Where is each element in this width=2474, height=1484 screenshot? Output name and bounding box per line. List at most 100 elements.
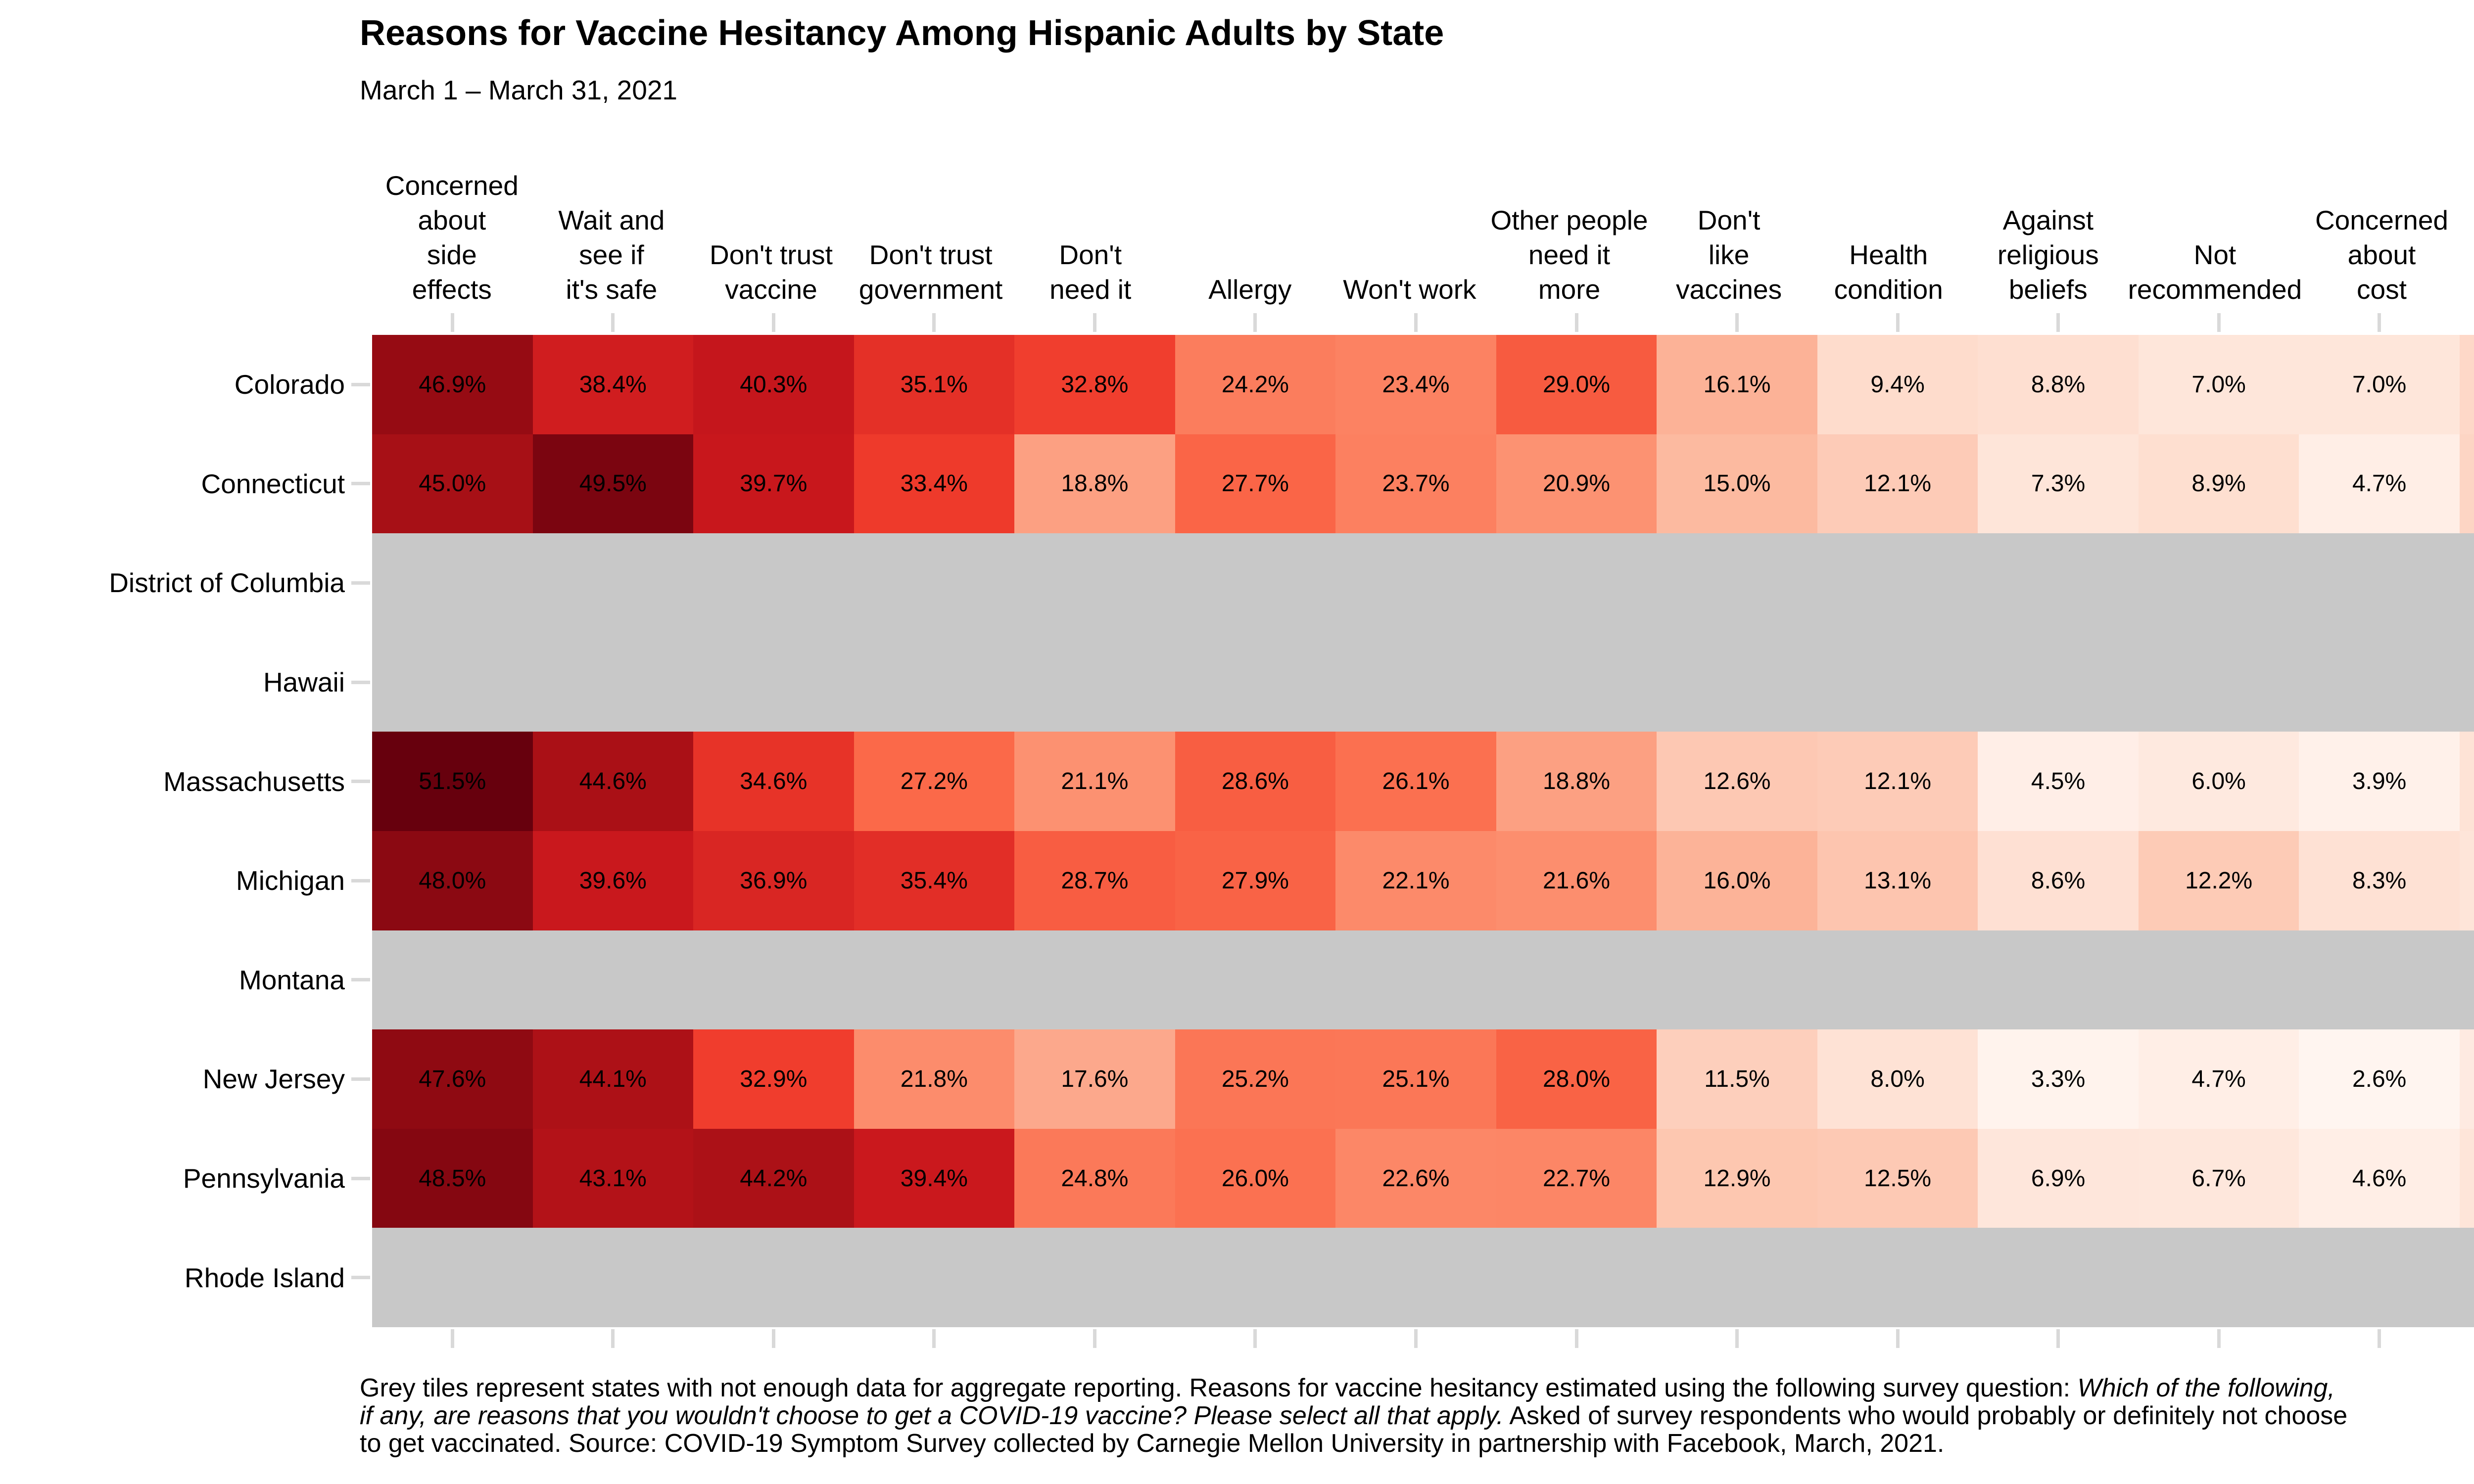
cell-value: 48.0%: [419, 867, 486, 894]
heatmap-cell: 26.0%: [1175, 1128, 1336, 1228]
heatmap-grid: 46.9% 38.4% 40.3% 35.1% 32.8% 24.2% 23.4% 29.0%…: [372, 335, 2474, 1327]
row-labels: Colorado Connecticut District of Columbia H…: [0, 335, 345, 1327]
footnote-line: if any, are reasons that you wouldn't ch…: [360, 1401, 2348, 1430]
heatmap-cell: 22.6%: [1335, 1128, 1496, 1228]
heatmap-cell: [854, 930, 1015, 1030]
heatmap-cell: 23.4%: [1335, 335, 1496, 434]
heatmap-cell: 38.4%: [532, 335, 694, 434]
column-header: Don't trust government: [858, 239, 1003, 305]
cell-value: 21.8%: [900, 1066, 968, 1092]
cell-value: 12.6%: [1703, 768, 1771, 795]
heatmap-cell: 47.6%: [372, 1029, 533, 1129]
axis-tick: [351, 1176, 370, 1180]
heatmap-cell: [1014, 1228, 1175, 1327]
cell-value: 44.2%: [740, 1165, 808, 1192]
footnote-line: to get vaccinated. Source: COVID-19 Symp…: [360, 1429, 1945, 1458]
heatmap-cell: 20.9%: [1496, 434, 1657, 534]
heatmap-cell: 21.8%: [854, 1029, 1015, 1129]
heatmap-cell: 12.5%: [1817, 1128, 1978, 1228]
heatmap-cell: [532, 632, 694, 732]
axis-tick: [1574, 1329, 1578, 1348]
cell-value: 39.7%: [740, 470, 808, 497]
cell-value: 51.5%: [419, 768, 486, 795]
heatmap-cell: [693, 1228, 854, 1327]
cell-value: 35.4%: [900, 867, 968, 894]
cell-value: 44.1%: [579, 1066, 647, 1092]
heatmap-cell: 12.1%: [1817, 434, 1978, 534]
heatmap-cell: 7.3%: [1978, 434, 2139, 534]
heatmap-cell: 12.9%: [1657, 1128, 1817, 1228]
axis-tick: [1574, 313, 1578, 332]
heatmap-cell: [1817, 930, 1978, 1030]
cell-value: 32.9%: [740, 1066, 808, 1092]
heatmap-cell: 5.7%: [2459, 1029, 2474, 1129]
heatmap-cell: 39.4%: [854, 1128, 1015, 1228]
heatmap-cell: [1175, 632, 1336, 732]
axis-tick: [351, 978, 370, 982]
axis-tick: [2217, 313, 2221, 332]
chart-subtitle: March 1 – March 31, 2021: [360, 75, 678, 105]
heatmap-cell: 28.0%: [1496, 1029, 1657, 1129]
cell-value: 27.2%: [900, 768, 968, 795]
cell-value: 23.7%: [1382, 470, 1450, 497]
heatmap-cell: 26.1%: [1335, 732, 1496, 831]
axis-tick: [1896, 1329, 1900, 1348]
cell-value: 2.6%: [2352, 1066, 2407, 1092]
heatmap-cell: 24.8%: [1014, 1128, 1175, 1228]
cell-value: 46.9%: [419, 371, 486, 398]
cell-value: 17.6%: [1061, 1066, 1129, 1092]
cell-value: 8.6%: [2031, 867, 2086, 894]
cell-value: 23.4%: [1382, 371, 1450, 398]
cell-value: 39.4%: [900, 1165, 968, 1192]
cell-value: 4.7%: [2191, 1066, 2246, 1092]
cell-value: 18.8%: [1061, 470, 1129, 497]
heatmap-cell: [1496, 632, 1657, 732]
cell-value: 24.8%: [1061, 1165, 1129, 1192]
cell-value: 18.8%: [1542, 768, 1611, 795]
column-header: Won't work: [1343, 274, 1476, 305]
axis-tick: [1093, 1329, 1096, 1348]
heatmap-cell: 46.9%: [372, 335, 533, 434]
heatmap-cell: 8.9%: [2138, 434, 2299, 534]
heatmap-cell: 10.5%: [2459, 434, 2474, 534]
cell-value: 15.0%: [1703, 470, 1771, 497]
cell-value: 21.1%: [1061, 768, 1129, 795]
cell-value: 35.1%: [900, 371, 968, 398]
heatmap-cell: 34.6%: [693, 732, 854, 831]
heatmap-cell: 48.0%: [372, 831, 533, 930]
cell-value: 39.6%: [579, 867, 647, 894]
heatmap-cell: [532, 930, 694, 1030]
row-label: Rhode Island: [184, 1262, 345, 1293]
column-header: Pregnancy: [2462, 272, 2474, 335]
heatmap-cell: 48.5%: [372, 1128, 533, 1228]
heatmap-cell: 28.7%: [1014, 831, 1175, 930]
heatmap-cell: 2.6%: [2299, 1029, 2460, 1129]
cell-value: 25.2%: [1221, 1066, 1289, 1092]
cell-value: 6.9%: [2031, 1165, 2086, 1192]
heatmap-cell: [1335, 533, 1496, 633]
heatmap-cell: [1657, 533, 1817, 633]
cell-value: 6.7%: [2191, 1165, 2246, 1192]
heatmap-cell: [1496, 533, 1657, 633]
heatmap-cell: 8.0%: [1817, 1029, 1978, 1129]
heatmap-cell: 27.2%: [854, 732, 1015, 831]
axis-tick: [351, 1077, 370, 1081]
heatmap-cell: 15.0%: [1657, 434, 1817, 534]
row-label: District of Columbia: [109, 567, 345, 599]
cell-value: 4.6%: [2352, 1165, 2407, 1192]
axis-tick: [351, 581, 370, 585]
heatmap-cell: 7.0%: [2138, 335, 2299, 434]
heatmap-cell: 12.2%: [2138, 831, 2299, 930]
axis-tick: [1253, 1329, 1257, 1348]
heatmap-cell: 18.8%: [1014, 434, 1175, 534]
heatmap-cell: [1817, 1228, 1978, 1327]
heatmap-cell: 3.9%: [2299, 732, 2460, 831]
axis-tick: [450, 1329, 454, 1348]
axis-tick: [1896, 313, 1900, 332]
heatmap-cell: 10.0%: [2459, 335, 2474, 434]
cell-value: 22.1%: [1382, 867, 1450, 894]
cell-value: 29.0%: [1542, 371, 1611, 398]
cell-value: 34.6%: [740, 768, 808, 795]
cell-value: 16.1%: [1703, 371, 1771, 398]
heatmap-cell: 43.1%: [532, 1128, 694, 1228]
